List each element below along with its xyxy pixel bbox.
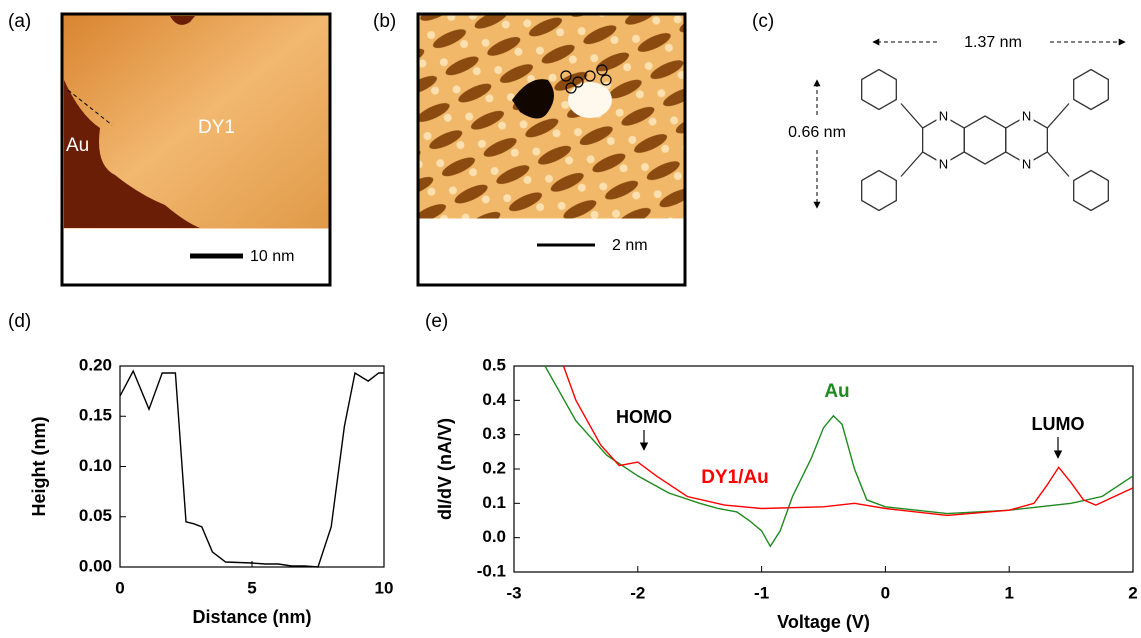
molecule: N N N N — [862, 70, 1109, 211]
y-tick-label: 0.1 — [482, 493, 506, 512]
atom-label: N — [939, 156, 948, 171]
x-tick-label: -3 — [506, 583, 521, 602]
bond — [901, 104, 923, 129]
y-tick-label: 0.05 — [79, 506, 112, 525]
series-label: Au — [824, 381, 849, 402]
atom-label: N — [939, 108, 948, 123]
bright-spot — [568, 82, 612, 118]
panel-label: (e) — [425, 311, 448, 332]
bond — [1047, 152, 1069, 177]
x-axis-title: Distance (nm) — [192, 607, 311, 627]
annotation: HOMO — [616, 407, 672, 427]
figure: (a) Au DY1 10 nm (b) 2 nm (c) 1.37 nm 0.… — [0, 0, 1141, 633]
x-tick-label: 2 — [1128, 583, 1137, 602]
ring — [1074, 70, 1109, 110]
stm-image — [420, 16, 684, 219]
x-tick-label: -2 — [630, 583, 645, 602]
y-tick-label: -0.1 — [477, 561, 506, 580]
y-tick-label: 0.2 — [482, 458, 506, 477]
panel-label: (c) — [752, 11, 774, 32]
image-label: Au — [66, 135, 89, 156]
y-tick-label: 0.3 — [482, 424, 506, 443]
y-tick-label: 0.00 — [79, 556, 112, 575]
ring — [1074, 171, 1109, 211]
y-axis-title: Height (nm) — [29, 417, 49, 517]
scale-bar-label: 2 nm — [612, 237, 648, 254]
panel-label: (b) — [373, 11, 396, 32]
ring — [964, 116, 1006, 164]
ring — [862, 70, 897, 110]
x-axis-title: Voltage (V) — [777, 612, 870, 632]
y-tick-label: 0.10 — [79, 456, 112, 475]
plot-frame — [120, 366, 384, 567]
panel-label: (a) — [8, 11, 31, 32]
image-label: DY1 — [198, 117, 235, 138]
atom-label: N — [1022, 156, 1031, 171]
atom-label: N — [1022, 108, 1031, 123]
y-tick-label: 0.4 — [482, 390, 506, 409]
data-line — [120, 371, 384, 567]
dimension-label: 1.37 nm — [964, 34, 1022, 51]
bond — [1047, 104, 1069, 129]
x-tick-label: -1 — [754, 583, 769, 602]
x-tick-label: 5 — [247, 578, 256, 597]
panel-label: (d) — [8, 311, 31, 332]
bond — [901, 152, 923, 177]
annotation: LUMO — [1032, 414, 1085, 434]
x-tick-label: 1 — [1004, 583, 1013, 602]
y-axis-title: dI/dV (nA/V) — [435, 418, 455, 520]
x-tick-label: 10 — [375, 578, 394, 597]
dimension-label: 0.66 nm — [788, 124, 846, 141]
series-label: DY1/Au — [701, 467, 769, 488]
x-tick-label: 0 — [881, 583, 890, 602]
ring — [862, 171, 897, 211]
y-tick-label: 0.0 — [482, 527, 506, 546]
y-tick-label: 0.15 — [79, 406, 112, 425]
scale-bar-label: 10 nm — [250, 248, 294, 265]
y-tick-label: 0.5 — [482, 355, 506, 374]
x-tick-label: 0 — [115, 578, 124, 597]
y-tick-label: 0.20 — [79, 355, 112, 374]
